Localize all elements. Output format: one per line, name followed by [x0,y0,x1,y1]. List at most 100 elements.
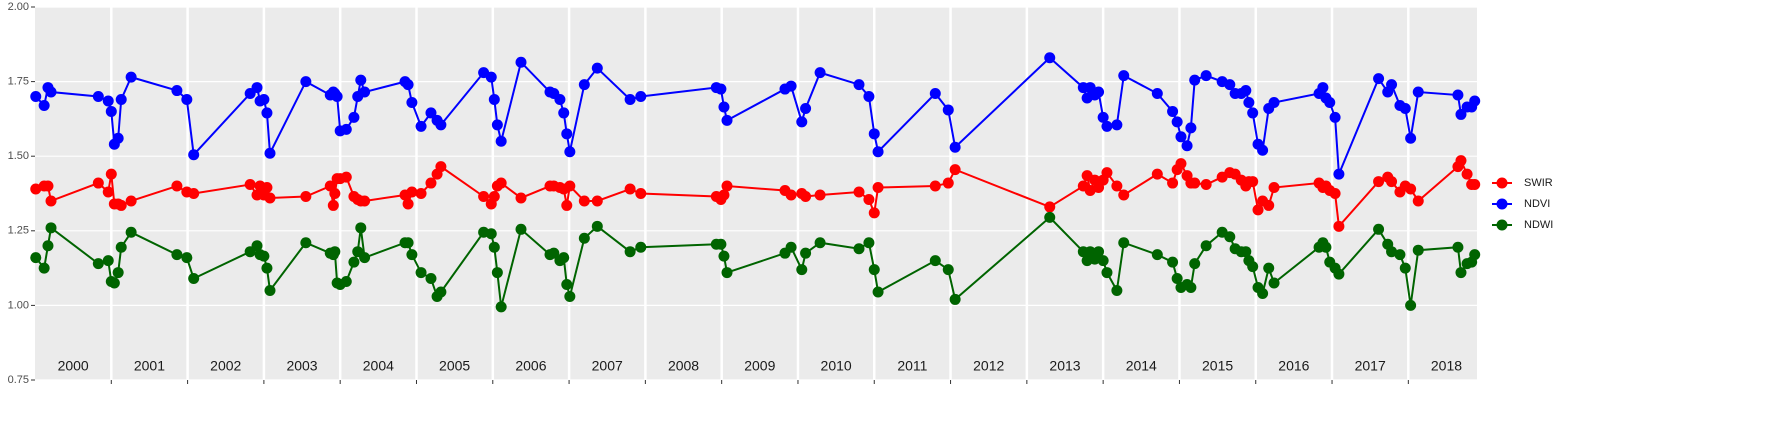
point [1224,79,1236,91]
point [491,267,503,279]
point [1386,246,1398,258]
point [1247,107,1259,119]
point [863,193,875,205]
point [38,262,50,274]
point [258,94,270,106]
year-label: 2009 [744,358,775,374]
point [485,228,497,240]
point [1386,176,1398,188]
point [561,199,573,211]
point [251,82,263,94]
point [1101,167,1113,179]
point [112,132,124,144]
point [1452,89,1464,101]
point [264,147,276,159]
point [721,180,733,192]
point [1263,199,1275,211]
point [718,250,730,262]
point [329,188,341,199]
point [1469,249,1481,261]
point [515,192,527,204]
point [425,177,437,189]
point [1185,281,1197,293]
point [1189,177,1201,189]
point [402,198,414,210]
y-tick-label: 1.75 [8,76,29,88]
point [115,241,127,253]
point [635,188,647,199]
point [425,273,437,285]
y-tick-label: 1.25 [8,225,29,237]
point [1329,188,1341,199]
point [1333,268,1345,280]
point [1044,201,1056,213]
point [564,146,576,158]
point [171,180,183,192]
point [1247,261,1259,273]
point [578,232,590,244]
y-tick-label: 0.75 [8,374,29,386]
year-label: 2006 [515,358,546,374]
point [942,104,954,116]
point [1268,96,1280,108]
point [1189,258,1201,270]
point [300,237,312,249]
point [1412,195,1424,207]
point [800,247,812,259]
point [853,243,865,255]
point [1044,211,1056,223]
point [45,195,57,207]
point [1247,176,1259,188]
point [1097,255,1109,267]
point [564,290,576,302]
point [578,79,590,91]
year-label: 2005 [439,358,470,374]
point [329,246,341,258]
point [1373,73,1385,85]
point [1324,96,1336,108]
point [721,267,733,279]
point [188,188,200,199]
point [1200,70,1212,82]
point [171,85,183,97]
legend-key-point [1496,219,1508,231]
point [1240,246,1252,258]
y-tick-label: 2.00 [8,1,29,13]
point [548,247,560,259]
point [45,86,57,98]
point [355,74,367,86]
point [1171,116,1183,128]
year-label: 2015 [1202,358,1233,374]
point [1329,111,1341,123]
point [495,135,507,147]
point [402,237,414,249]
point [814,67,826,79]
point [45,222,57,234]
point [181,252,193,264]
legend-key-point [1496,198,1508,210]
point [872,286,884,298]
year-label: 2007 [592,358,623,374]
year-label: 2013 [1049,358,1080,374]
point [359,252,371,264]
point [488,94,500,106]
point [1405,183,1417,195]
year-label: 2010 [821,358,852,374]
point [1257,144,1269,156]
point [181,94,193,106]
point [491,119,503,131]
point [635,91,647,103]
point [814,237,826,249]
year-label: 2001 [134,358,165,374]
point [425,107,437,119]
point [264,192,276,204]
year-label: 2011 [897,358,927,374]
point [515,56,527,68]
point [591,220,603,232]
point [1373,223,1385,235]
point [1111,180,1123,192]
point [1093,86,1105,98]
point [125,71,137,83]
point [863,91,875,103]
